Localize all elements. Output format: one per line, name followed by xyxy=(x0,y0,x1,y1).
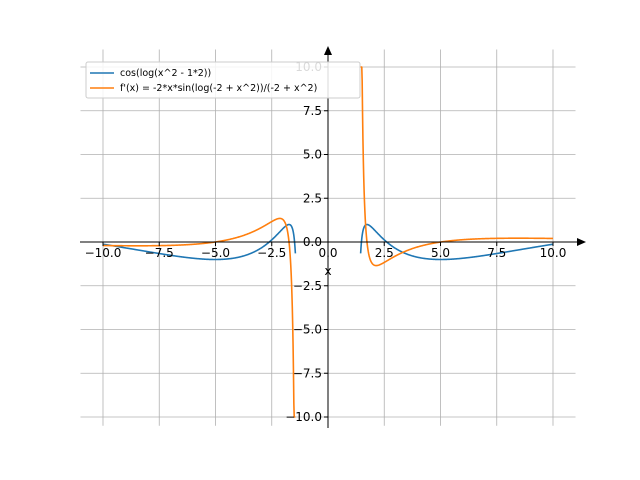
x-axis-label: x xyxy=(324,264,331,278)
x-tick-label: −5.0 xyxy=(201,246,230,260)
ticks: −10.0 −10.0 −7.5 −7.5 −5.0 −5.0 −2.5 −2.5 0.00.0… xyxy=(85,60,567,424)
curves xyxy=(102,66,554,418)
legend-box xyxy=(85,61,361,99)
y-tick-label: −7.5 xyxy=(293,366,322,380)
x-axis-arrow xyxy=(577,238,586,246)
x-tick-label: 2.5 xyxy=(375,246,394,260)
axes xyxy=(80,46,586,428)
x-tick-label: 7.5 xyxy=(487,246,506,260)
y-tick-label: −2.5 xyxy=(293,279,322,293)
x-tick-label: 5.0 xyxy=(431,246,450,260)
legend-label-series-2: f'(x) = -2*x*sin(log(-2 + x^2))/(-2 + x^… xyxy=(120,83,317,94)
x-tick-label: 10.0 xyxy=(540,246,567,260)
legend-label-series-1: cos(log(x^2 - 1*2)) xyxy=(120,68,211,79)
y-axis-arrow xyxy=(324,46,332,55)
series-1-line-segment-1 xyxy=(102,223,297,261)
series-1-line-segment-2 xyxy=(359,223,554,261)
legend: cos(log(x^2 - 1*2)) f'(x) = -2*x*sin(log… xyxy=(85,61,361,99)
y-tick-label: −10.0 xyxy=(285,410,322,424)
y-tick-label: 2.5 xyxy=(303,191,322,205)
x-tick-label: 0.0 xyxy=(318,246,337,260)
y-tick-label: −5.0 xyxy=(293,323,322,337)
x-tick-label: −10.0 xyxy=(85,246,122,260)
y-tick-label: 7.5 xyxy=(303,104,322,118)
y-tick-label: 5.0 xyxy=(303,148,322,162)
y-tick-label: 0.0 xyxy=(303,235,322,249)
x-tick-label: −7.5 xyxy=(145,246,174,260)
series-2-line-segment-1 xyxy=(102,217,296,418)
series-2-line-segment-2 xyxy=(360,66,554,267)
x-tick-label: −2.5 xyxy=(257,246,286,260)
